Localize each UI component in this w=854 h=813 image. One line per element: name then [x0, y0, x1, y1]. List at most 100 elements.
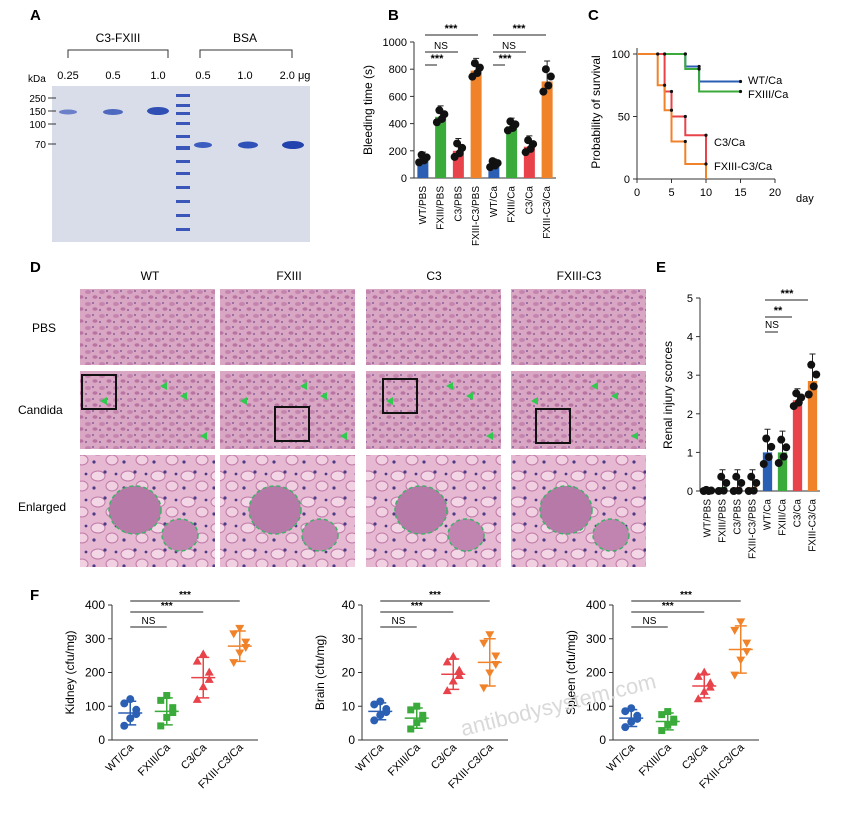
f2-sig-label: NS [392, 616, 406, 627]
d-row-pbs: PBS [32, 321, 56, 335]
c-xunit: day [796, 193, 814, 205]
b-sig-5: NS [502, 41, 516, 52]
f3-point [736, 618, 746, 627]
arrow-marker [180, 392, 187, 400]
c-survival-line [637, 53, 707, 179]
e-category-label: FXIII/PBS [718, 499, 729, 543]
gel-band-4 [194, 142, 212, 148]
d-col-c3: C3 [426, 269, 442, 283]
c-survival-line [637, 53, 741, 93]
f3-ytick-label: 100 [586, 699, 606, 713]
c-xtick-label: 20 [769, 187, 781, 199]
c-censor-dot [669, 89, 674, 94]
f1-point [204, 667, 214, 676]
e-point [777, 435, 786, 444]
f3-ytick-label: 400 [586, 598, 606, 612]
e-point [749, 486, 758, 495]
arrow-marker [486, 432, 493, 440]
f2-mean-sd [441, 658, 466, 691]
b-sig-4: *** [513, 23, 527, 35]
f2-category-label: C3/Ca [429, 741, 460, 772]
gel-band-6 [282, 141, 304, 149]
b-ytick-label: 200 [389, 146, 407, 158]
f2-point [407, 725, 415, 733]
bracket-bsa [199, 49, 293, 58]
f3-ytick-label: 200 [586, 666, 606, 680]
f1-point [120, 699, 129, 708]
f2-point [376, 711, 385, 720]
b-point [511, 120, 520, 129]
e-point [747, 472, 756, 481]
e-point [809, 382, 818, 391]
f3-point [693, 694, 703, 703]
f1-point [192, 694, 202, 703]
histology-grid [80, 289, 646, 567]
panel-letter-c: C [588, 7, 599, 24]
c-ylabel: Probability of survival [589, 55, 603, 168]
b-ylabel: Bleeding time (s) [361, 65, 375, 155]
f2-point [485, 631, 495, 640]
arrow-marker [631, 432, 638, 440]
f3-point [699, 686, 709, 695]
arrow-marker [466, 392, 473, 400]
f2-ytick-label: 0 [348, 733, 355, 747]
lane-amount-4: 0.5 [195, 70, 210, 82]
b-category-label: WT/PBS [418, 186, 429, 225]
f1-point [198, 682, 208, 691]
b-category-label: C3/PBS [453, 186, 464, 222]
f1-point [126, 714, 135, 723]
c-ytick-label: 100 [612, 49, 630, 61]
histology-tile [511, 371, 646, 449]
b-bar [470, 70, 482, 178]
kda-label: kDa [28, 74, 46, 85]
b-bar [417, 158, 429, 178]
group-label-c3-fxiii: C3-FXIII [96, 31, 141, 45]
f3-category-label: C3/Ca [680, 741, 711, 772]
f2-point [454, 671, 464, 680]
f2-point [442, 657, 452, 666]
f2-point [382, 708, 391, 717]
f2-mean-sd [404, 707, 429, 729]
e-point [812, 370, 821, 379]
lane-amount-5: 1.0 [237, 70, 252, 82]
f3-mean-sd [728, 625, 753, 674]
lane-amount-2: 0.5 [105, 70, 120, 82]
b-category-label: FXIII/Ca [507, 186, 518, 223]
f2-point [376, 697, 385, 706]
bracket-c3-fxiii [67, 49, 169, 58]
c-survival-line [637, 53, 741, 83]
e-point [797, 393, 806, 402]
zoom-box [382, 378, 418, 414]
histology-tile [366, 289, 501, 365]
f1-mean-sd [118, 700, 143, 726]
f1-ytick-label: 100 [85, 699, 105, 713]
zoom-box [81, 374, 117, 410]
e-ytick-label: 1 [687, 447, 693, 459]
e-bar [792, 400, 803, 491]
arrow-marker [591, 382, 598, 390]
e-category-label: C3/Ca [793, 499, 804, 528]
f1-point [120, 721, 129, 730]
e-point [807, 360, 816, 369]
f1-point [241, 644, 251, 653]
f1-point [169, 704, 177, 712]
lane-amount-6: 2.0 μg [280, 70, 311, 82]
e-point [764, 453, 773, 462]
e-point [752, 478, 761, 487]
f3-point [658, 711, 666, 719]
e-bar [807, 380, 818, 491]
e-sig-3: NS [765, 320, 779, 331]
b-point [440, 110, 449, 119]
gel-image [52, 86, 310, 242]
b-point [544, 81, 553, 90]
f2-point [419, 711, 427, 719]
f1-mean-sd [154, 697, 179, 726]
f1-sig-label: *** [179, 590, 191, 601]
c-censor-dot [683, 114, 687, 119]
f1-mean-sd [227, 630, 252, 663]
c-label-c3: C3/Ca [714, 137, 746, 149]
f3-sig-label: *** [680, 590, 692, 601]
b-point [529, 140, 538, 149]
e-point [767, 442, 776, 451]
histology-tile [511, 289, 646, 365]
